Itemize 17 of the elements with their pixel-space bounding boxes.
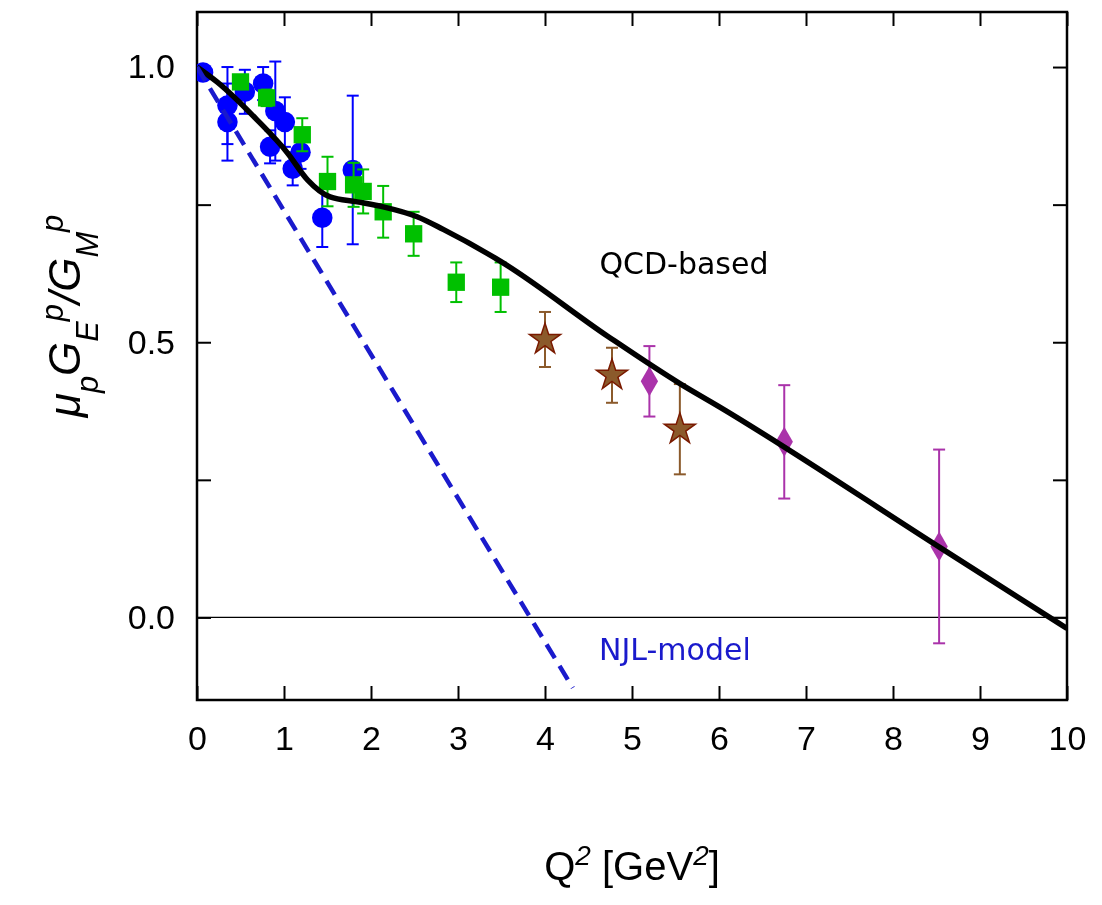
series-label: NJL-model <box>599 632 751 667</box>
x-tick-label: 4 <box>536 719 555 758</box>
x-tick-label: 6 <box>710 719 729 758</box>
x-tick-label: 3 <box>449 719 468 758</box>
x-tick-label: 9 <box>971 719 990 758</box>
y-tick-label: 1.0 <box>127 47 175 86</box>
y-tick-label: 0.5 <box>127 322 175 361</box>
y-tick-label: 0.0 <box>127 597 175 636</box>
x-tick-label: 10 <box>1048 719 1087 758</box>
x-axis-title: Q$^{2}$ [GeV$^{2}$] <box>544 839 720 888</box>
x-tick-label: 5 <box>623 719 642 758</box>
x-tick-label: 7 <box>797 719 816 758</box>
x-tick-label: 8 <box>884 719 903 758</box>
series-label: QCD-based <box>599 245 769 281</box>
x-tick-label: 1 <box>275 719 294 758</box>
x-tick-label: 2 <box>362 719 381 758</box>
x-tick-label: 0 <box>188 719 207 758</box>
